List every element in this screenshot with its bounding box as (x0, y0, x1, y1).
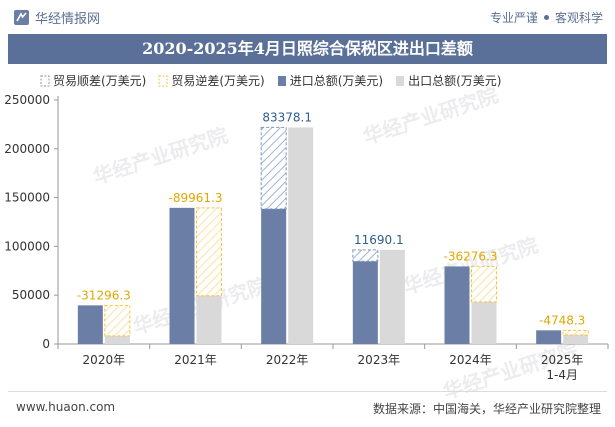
export-bar (196, 295, 222, 344)
import-bar (169, 207, 195, 344)
export-bar (104, 335, 130, 344)
brand-name: 华经情报网 (35, 12, 101, 27)
deficit-label: -36276.3 (444, 249, 498, 263)
import-bar (536, 330, 562, 344)
legend-export-swatch-icon (396, 75, 405, 86)
x-tick-label: 2023年 (358, 353, 401, 367)
footer-divider (8, 391, 607, 392)
x-tick-label: 2024年 (449, 353, 492, 367)
legend-import-label: 进口总额(万美元) (289, 74, 384, 88)
import-bar (352, 261, 378, 344)
bars (77, 126, 589, 344)
surplus-label: 11690.1 (354, 233, 404, 247)
tagline-dot-icon (543, 15, 549, 20)
y-tick-label: 50000 (12, 288, 50, 302)
x-tick-label: 2020年 (83, 353, 126, 367)
y-tick-label: 150000 (4, 191, 50, 205)
y-axis: 0 50000 100000 150000 200000 250000 (4, 93, 59, 351)
x-tick-label: 2025年 (541, 353, 584, 367)
tagline-2: 客观科学 (554, 11, 603, 25)
y-tick-label: 200000 (4, 142, 50, 156)
chart-legend: 贸易顺差(万美元) 贸易逆差(万美元) 进口总额(万美元) 出口总额(万美元) (40, 72, 502, 89)
y-tick-label: 250000 (4, 93, 50, 107)
x-tick-label: 2022年 (266, 353, 309, 367)
x-tick-label: 2021年 (174, 353, 217, 367)
y-tick-label: 100000 (4, 239, 50, 253)
legend-deficit-swatch-icon (158, 75, 168, 86)
export-bar (471, 301, 497, 344)
tagline: 专业严谨 客观科学 (490, 9, 603, 26)
brand-logo-icon (14, 10, 29, 25)
data-labels: -31296.3 -89961.3 83378.1 11690.1 -36276.3 -4… (77, 110, 585, 327)
chart-title: 2020-2025年4月日照综合保税区进出口差额 (8, 34, 607, 64)
brand[interactable]: 华经情报网 (14, 8, 100, 27)
legend-deficit-label: 贸易逆差(万美元) (171, 74, 265, 88)
legend-export: 出口总额(万美元) (395, 72, 502, 89)
legend-import-swatch-icon (277, 75, 286, 86)
deficit-bar (104, 304, 131, 337)
deficit-bar (562, 329, 589, 336)
deficit-label: -31296.3 (77, 288, 131, 302)
footer-website[interactable]: www.huaon.com (16, 400, 116, 414)
deficit-bar (471, 265, 497, 303)
export-bar (379, 249, 405, 344)
surplus-bar (260, 126, 287, 210)
export-bar (563, 334, 589, 344)
surplus-bar (352, 249, 379, 262)
legend-surplus-swatch-icon (40, 75, 50, 86)
surplus-label: 83378.1 (262, 110, 312, 124)
tagline-1: 专业严谨 (489, 11, 538, 25)
legend-surplus: 贸易顺差(万美元) (40, 72, 146, 89)
import-bar (444, 266, 470, 344)
import-bar (261, 208, 287, 344)
chart-area: 0 50000 100000 150000 200000 250000 2020年 2021… (4, 93, 609, 382)
import-bar (77, 305, 103, 344)
deficit-label: -89961.3 (169, 191, 223, 205)
y-tick-label: 0 (42, 337, 50, 351)
export-bar (288, 127, 314, 344)
footer-source: 数据来源：中国海关，华经产业研究院整理 (372, 402, 601, 416)
legend-import: 进口总额(万美元) (277, 72, 383, 89)
x-tick-label: 1-4月 (546, 368, 578, 382)
legend-surplus-label: 贸易顺差(万美元) (53, 74, 147, 88)
legend-deficit: 贸易逆差(万美元) (158, 72, 265, 89)
deficit-label: -4748.3 (539, 313, 585, 327)
top-bar: 华经情报网 专业严谨 客观科学 (0, 0, 615, 33)
deficit-bar (196, 207, 222, 297)
legend-export-label: 出口总额(万美元) (408, 74, 502, 88)
